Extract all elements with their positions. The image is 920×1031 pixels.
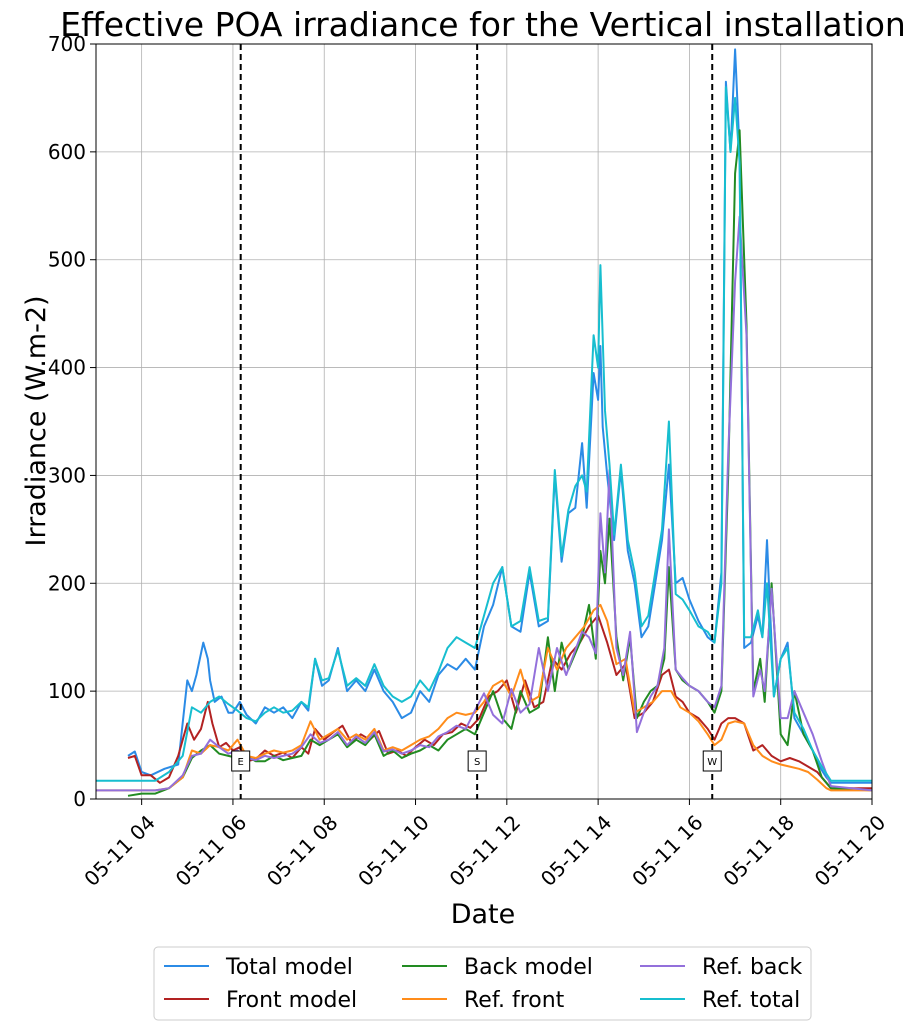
x-tick-label: 05-11 06 bbox=[171, 810, 252, 891]
y-axis-label: Irradiance (W.m-2) bbox=[21, 295, 52, 546]
marker-label: W bbox=[707, 757, 717, 768]
y-tick-label: 200 bbox=[48, 571, 86, 595]
series-line-4 bbox=[96, 215, 872, 792]
x-tick-label: 05-11 04 bbox=[79, 810, 160, 891]
y-tick-label: 600 bbox=[48, 140, 86, 164]
marker-label: S bbox=[474, 757, 480, 768]
marker-box bbox=[231, 750, 251, 772]
x-tick-label: 05-11 18 bbox=[718, 810, 799, 891]
marker-label: E bbox=[238, 757, 244, 768]
x-tick-label: 05-11 08 bbox=[262, 810, 343, 891]
marker-box bbox=[702, 750, 722, 772]
legend-label: Ref. front bbox=[464, 988, 565, 1013]
legend-label: Ref. back bbox=[702, 955, 803, 980]
marker-box bbox=[467, 750, 487, 772]
plot-frame bbox=[95, 43, 873, 800]
x-tick-label: 05-11 10 bbox=[353, 810, 434, 891]
y-tick-label: 300 bbox=[48, 463, 86, 487]
y-tick-label: 700 bbox=[48, 32, 86, 56]
x-axis-label: Date bbox=[451, 899, 516, 930]
legend-label: Back model bbox=[464, 955, 593, 980]
legend: Total model Front model Back model Ref. fro… bbox=[153, 946, 812, 1021]
x-tick-label: 05-11 12 bbox=[445, 810, 526, 891]
y-tick-label: 100 bbox=[48, 679, 86, 703]
series-line-5 bbox=[96, 86, 872, 782]
x-tick-label: 05-11 20 bbox=[810, 810, 891, 891]
y-tick-label: 400 bbox=[48, 356, 86, 380]
legend-label: Total model bbox=[225, 955, 353, 980]
chart-title: Effective POA irradiance for the Vertica… bbox=[60, 5, 906, 44]
legend-label: Ref. total bbox=[702, 988, 800, 1013]
y-tick-label: 0 bbox=[73, 787, 86, 811]
legend-label: Front model bbox=[226, 988, 357, 1013]
x-tick-label: 05-11 16 bbox=[627, 810, 708, 891]
y-tick-label: 500 bbox=[48, 248, 86, 272]
x-tick-label: 05-11 14 bbox=[536, 810, 617, 891]
series-line-3 bbox=[96, 603, 872, 792]
